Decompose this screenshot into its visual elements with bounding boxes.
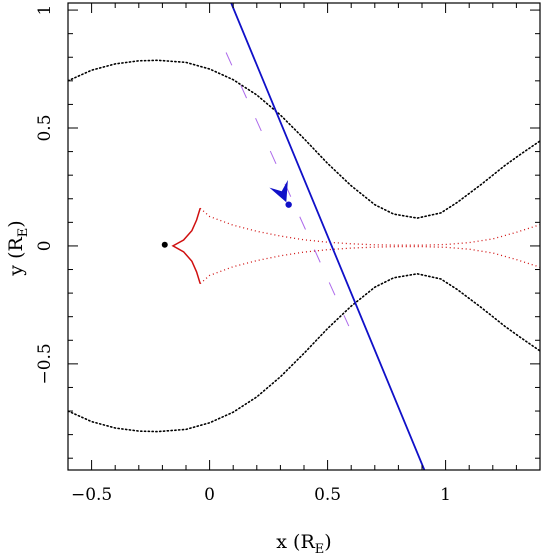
plot-frame	[67, 2, 541, 471]
source-trajectory	[230, 3, 426, 470]
x-axis-title: x (RE)	[276, 531, 331, 555]
trajectory-highlight	[225, 52, 350, 327]
y-tick-label: 0	[35, 240, 55, 251]
critical-curve-upper	[68, 59, 540, 219]
caustic-lower	[199, 245, 540, 285]
y-tick-label: 1	[35, 5, 55, 16]
axis-ticks: −0.5 0 0.5 1 −0.5 0 0.5 1	[35, 3, 541, 505]
plot-marks	[68, 3, 540, 470]
y-tick-label: 0.5	[35, 114, 55, 141]
trajectory-arrowhead	[269, 180, 288, 203]
source-point	[285, 201, 292, 208]
x-tick-label: 0	[204, 485, 215, 505]
y-axis-title: y (RE)	[5, 220, 31, 276]
y-tick-label: −0.5	[35, 343, 55, 384]
caustic-upper	[199, 207, 540, 246]
x-tick-label: 1	[440, 485, 451, 505]
x-tick-label: −0.5	[71, 485, 112, 505]
x-tick-label: 0.5	[314, 485, 341, 505]
lens-point	[161, 241, 168, 248]
caustic-cusp-left	[171, 207, 201, 284]
critical-curve-lower	[68, 272, 540, 433]
